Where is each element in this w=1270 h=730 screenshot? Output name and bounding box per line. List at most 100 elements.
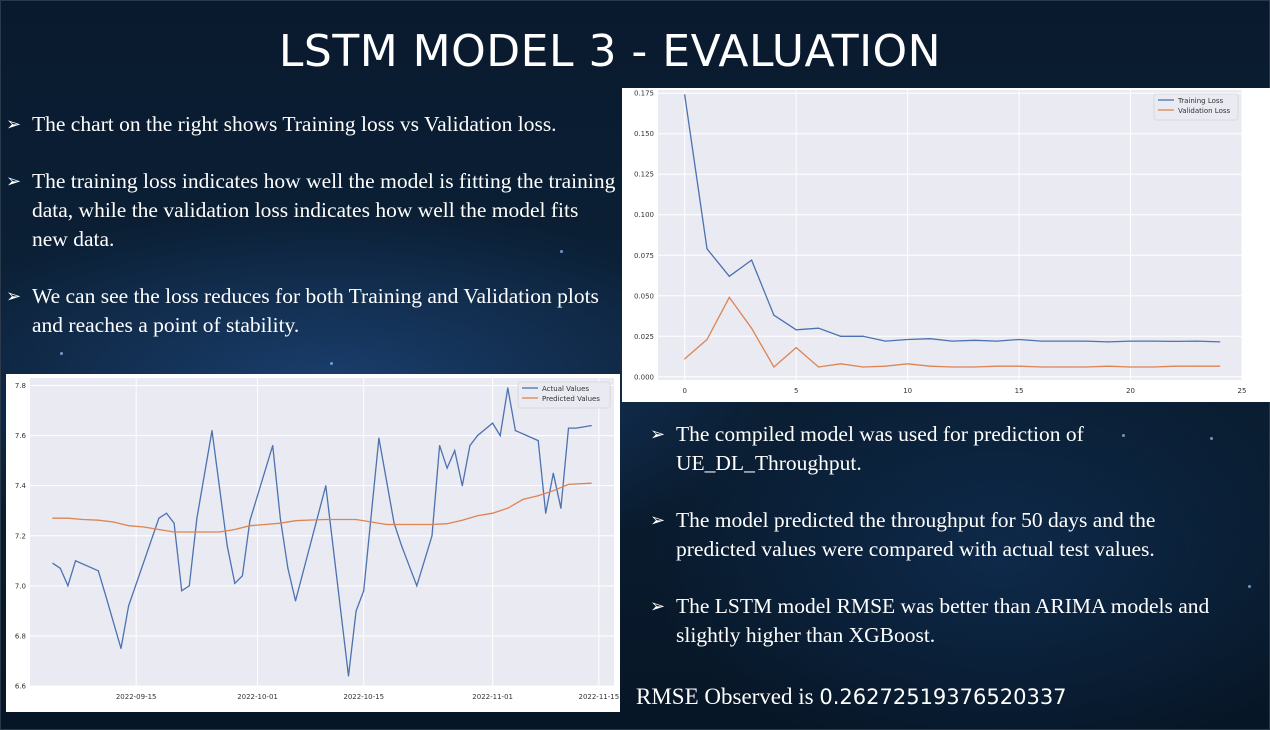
data-point (173, 522, 175, 524)
prediction-chart: 2022-09-15 2022-10-01 2022-10-15 2022-11-01… (6, 374, 620, 712)
y-tick-label: 6.6 (15, 683, 27, 691)
data-point (279, 517, 281, 519)
arrowhead-bullet-icon: ➢ (650, 424, 666, 444)
data-point (537, 440, 539, 442)
data-point (67, 585, 69, 587)
data-point (1107, 365, 1109, 367)
data-point (287, 567, 289, 569)
data-point (294, 600, 297, 602)
data-point (158, 528, 160, 531)
data-point (1040, 340, 1042, 342)
data-point (1129, 366, 1132, 368)
data-point (165, 512, 168, 514)
data-point (862, 366, 864, 368)
y-tick-label: 7.2 (15, 532, 26, 540)
bullet-item: ➢ The model predicted the throughput for… (650, 506, 1240, 564)
data-point (325, 485, 327, 487)
data-point (973, 339, 976, 341)
y-tick-label: 0.075 (634, 252, 654, 260)
data-point (1219, 365, 1221, 367)
data-point (840, 335, 842, 337)
y-tick-label: 0.050 (634, 292, 654, 300)
data-point (1129, 340, 1132, 342)
decorative-star (60, 352, 63, 355)
data-point (279, 522, 281, 524)
data-point (416, 523, 418, 526)
data-point (272, 445, 274, 447)
y-tick-label: 0.000 (634, 373, 654, 381)
data-point (1018, 338, 1020, 341)
data-point (929, 365, 931, 367)
data-point (347, 675, 350, 677)
data-point (385, 523, 388, 526)
data-point (128, 605, 130, 607)
rmse-value: 0.26272519376520337 (819, 685, 1067, 709)
data-point (446, 523, 448, 525)
data-point (264, 523, 266, 526)
y-tick-label: 6.8 (15, 632, 26, 640)
data-point (492, 512, 494, 514)
data-point (590, 482, 592, 484)
y-tick-label: 0.100 (634, 211, 654, 219)
data-point (795, 347, 797, 349)
data-point (173, 531, 175, 533)
y-tick-label: 7.0 (15, 582, 26, 590)
data-point (773, 314, 775, 316)
data-point (234, 528, 236, 531)
data-point (431, 535, 433, 537)
data-point (241, 575, 243, 577)
data-point (575, 427, 577, 429)
legend-label: Validation Loss (1178, 107, 1230, 115)
data-point (1196, 340, 1198, 342)
bullet-item: ➢ We can see the loss reduces for both T… (6, 282, 616, 340)
data-point (1152, 366, 1154, 368)
data-point (52, 562, 54, 564)
data-point (112, 521, 114, 523)
data-point (773, 366, 775, 368)
data-point (203, 531, 205, 533)
data-point (1196, 365, 1198, 367)
data-point (370, 521, 372, 523)
data-point (560, 507, 562, 509)
y-tick-label: 0.025 (634, 333, 654, 341)
data-point (795, 329, 797, 331)
data-point (219, 531, 221, 533)
data-point (181, 590, 183, 592)
data-point (188, 531, 190, 533)
x-tick-label: 2022-10-15 (343, 693, 384, 701)
data-point (1219, 341, 1221, 343)
x-tick-label: 5 (794, 387, 798, 395)
data-point (310, 519, 312, 521)
legend-box (1153, 93, 1239, 121)
decorative-star (330, 362, 333, 365)
legend-label: Predicted Values (542, 395, 600, 403)
data-point (552, 490, 554, 492)
data-point (249, 520, 251, 522)
prediction-chart-svg: 2022-09-15 2022-10-01 2022-10-15 2022-11-01… (15, 378, 619, 701)
data-point (840, 363, 842, 365)
data-point (684, 358, 686, 360)
data-point (728, 275, 730, 277)
data-point (706, 338, 708, 341)
data-point (158, 517, 160, 519)
data-point (951, 366, 953, 368)
data-point (884, 340, 886, 342)
data-point (325, 518, 327, 521)
x-tick-label: 20 (1126, 387, 1135, 395)
decorative-star (560, 250, 563, 253)
data-point (128, 525, 130, 527)
data-point (507, 387, 509, 389)
data-point (476, 515, 479, 517)
x-tick-label: 2022-09-15 (116, 693, 157, 701)
data-point (817, 366, 820, 368)
data-point (552, 472, 554, 474)
y-tick-label: 0.150 (634, 130, 654, 138)
legend-box (517, 381, 611, 409)
loss-chart: 0 5 10 15 20 25 0.000 0.025 0.050 0.075 0.100 0.125… (622, 88, 1270, 402)
data-point (1152, 340, 1154, 342)
x-tick-label: 2022-11-01 (472, 693, 513, 701)
data-point (751, 259, 753, 261)
data-point (590, 425, 592, 427)
x-tick-label: 2022-10-01 (237, 693, 278, 701)
data-point (1085, 340, 1087, 342)
